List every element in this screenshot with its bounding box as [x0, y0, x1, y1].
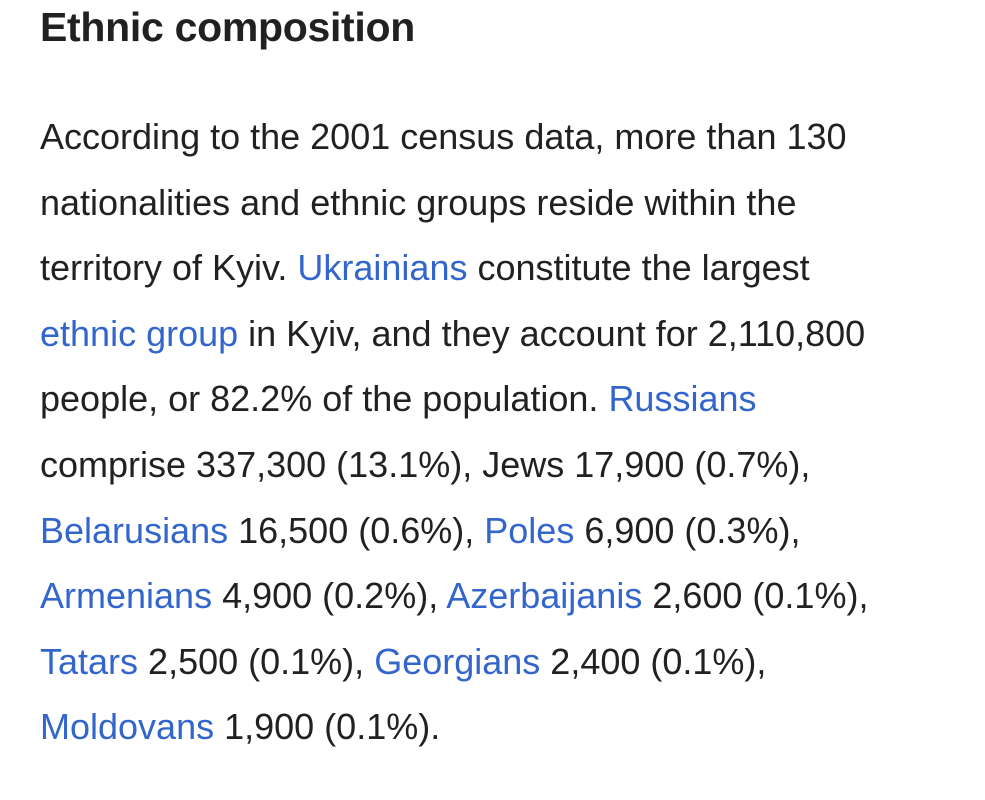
link[interactable]: Belarusians [40, 509, 229, 551]
text: 6,900 (0.3%), [574, 509, 801, 551]
text-line: Belarusians 16,500 (0.6%), Poles 6,900 (… [40, 498, 980, 564]
text-line: Tatars 2,500 (0.1%), Georgians 2,400 (0.… [40, 629, 980, 695]
text-line: According to the 2001 census data, more … [40, 104, 980, 170]
text-line: ethnic group in Kyiv, and they account f… [40, 301, 980, 367]
text: 1,900 (0.1%). [214, 706, 441, 748]
link[interactable]: Moldovans [40, 706, 215, 748]
text: nationalities and ethnic groups reside w… [40, 181, 797, 223]
link[interactable]: Armenians [40, 575, 213, 617]
text-line: comprise 337,300 (13.1%), Jews 17,900 (0… [40, 432, 980, 498]
text: people, or 82.2% of the population. [40, 378, 609, 420]
link[interactable]: Poles [484, 509, 575, 551]
text-line: people, or 82.2% of the population. Russ… [40, 366, 980, 432]
link[interactable]: Azerbaijanis [446, 575, 643, 617]
text: territory of Kyiv. [40, 247, 298, 289]
text-line: Moldovans 1,900 (0.1%). [40, 694, 980, 760]
text-line: territory of Kyiv. Ukrainians constitute… [40, 235, 980, 301]
text: 4,900 (0.2%), [212, 575, 447, 617]
text: 16,500 (0.6%), [228, 509, 485, 551]
text: 2,600 (0.1%), [642, 575, 869, 617]
section-heading: Ethnic composition [40, 4, 415, 50]
text-line: Armenians 4,900 (0.2%), Azerbaijanis 2,6… [40, 563, 980, 629]
paragraph: According to the 2001 census data, more … [40, 104, 980, 760]
text: According to the 2001 census data, more … [40, 116, 847, 157]
text: in Kyiv, and they account for 2,110,800 [238, 312, 866, 354]
text-line: nationalities and ethnic groups reside w… [40, 170, 980, 236]
text: comprise 337,300 (13.1%), Jews 17,900 (0… [40, 443, 811, 485]
link[interactable]: Georgians [374, 640, 541, 682]
link[interactable]: Tatars [40, 640, 139, 682]
link[interactable]: Russians [608, 378, 757, 420]
link[interactable]: Ukrainians [297, 247, 468, 289]
text: 2,500 (0.1%), [138, 640, 375, 682]
link[interactable]: ethnic group [40, 312, 239, 354]
text: 2,400 (0.1%), [540, 640, 767, 682]
text: constitute the largest [467, 247, 810, 289]
